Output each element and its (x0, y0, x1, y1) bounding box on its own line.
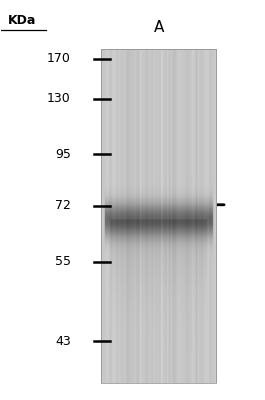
Text: 130: 130 (47, 92, 71, 105)
Text: KDa: KDa (8, 14, 37, 27)
Text: A: A (153, 20, 164, 35)
Text: 95: 95 (55, 148, 71, 161)
Text: 43: 43 (55, 334, 71, 348)
Text: 72: 72 (55, 200, 71, 212)
Text: 55: 55 (55, 255, 71, 268)
Bar (101, 49, 217, 383)
Text: 170: 170 (47, 52, 71, 66)
